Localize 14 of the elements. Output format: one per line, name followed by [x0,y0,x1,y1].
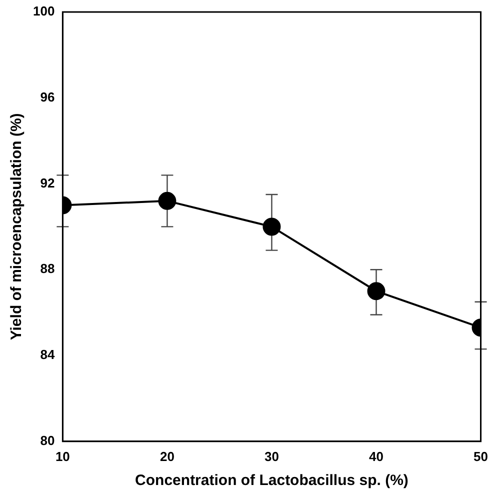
y-axis-title: Yield of microencapsulation (%) [8,113,26,340]
y-tick-label: 100 [32,4,55,19]
y-tick-label: 80 [40,432,55,448]
y-tick-label: 88 [40,261,55,276]
x-tick-label: 10 [55,448,70,464]
x-tick-label: 30 [264,448,279,464]
x-tick-label: 50 [474,448,488,464]
x-tick-label: 20 [160,448,174,464]
y-tick-label: 84 [40,347,56,362]
point [262,218,281,236]
x-axis-title: Concentration of Lactobacillus sp. (%) [135,472,408,490]
x-tick-label: 40 [369,448,384,464]
y-tick-label: 96 [40,89,55,104]
y-tick-label: 92 [40,175,55,190]
